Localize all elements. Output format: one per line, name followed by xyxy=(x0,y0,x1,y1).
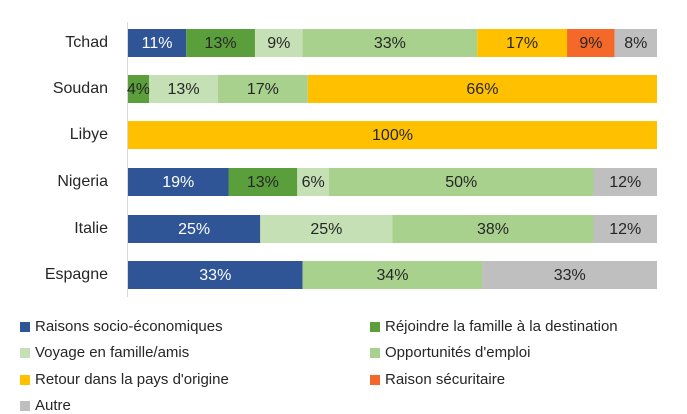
value-label: 12% xyxy=(609,174,641,191)
bar-segment xyxy=(482,261,657,289)
category-label: Tchad xyxy=(65,34,108,51)
legend-label: Autre xyxy=(35,397,71,414)
value-label: 6% xyxy=(302,174,325,191)
value-label: 13% xyxy=(247,174,279,191)
legend-swatch xyxy=(370,375,380,385)
value-label: 12% xyxy=(609,221,641,238)
bar-segment xyxy=(254,29,303,57)
bar-segment xyxy=(128,29,187,57)
value-label: 25% xyxy=(310,221,342,238)
legend-swatch xyxy=(20,322,30,332)
value-label: 33% xyxy=(554,267,586,284)
value-label: 33% xyxy=(199,267,231,284)
value-label: 13% xyxy=(205,35,237,52)
bar-segment xyxy=(567,29,615,57)
value-label: 17% xyxy=(247,81,279,98)
legend-label: Opportunités d'emploi xyxy=(385,344,530,361)
value-label: 4% xyxy=(127,81,150,98)
category-label: Nigeria xyxy=(57,173,108,190)
bar-segment xyxy=(329,168,594,196)
legend-label: Réjoindre la famille à la destination xyxy=(385,318,618,335)
bar-segment xyxy=(260,215,393,243)
bar-segment xyxy=(593,215,657,243)
value-label: 50% xyxy=(445,174,477,191)
bar-segment xyxy=(297,168,330,196)
value-label: 19% xyxy=(162,174,194,191)
value-label: 25% xyxy=(178,221,210,238)
value-label: 38% xyxy=(477,221,509,238)
bar-segment xyxy=(392,215,594,243)
value-label: 100% xyxy=(372,127,413,144)
bar-segment xyxy=(128,261,303,289)
bar-segment xyxy=(128,215,261,243)
bar-segment xyxy=(477,29,568,57)
bar-segment xyxy=(593,168,657,196)
bar-segment xyxy=(149,75,218,103)
value-label: 34% xyxy=(376,267,408,284)
value-label: 33% xyxy=(374,35,406,52)
category-label: Libye xyxy=(70,126,108,143)
bar-segment xyxy=(302,261,483,289)
legend-swatch xyxy=(20,348,30,358)
legend-swatch xyxy=(370,348,380,358)
bar-segment xyxy=(228,168,298,196)
value-label: 17% xyxy=(506,35,538,52)
bar-segment xyxy=(217,75,308,103)
bar-segment xyxy=(614,29,657,57)
bar-segment xyxy=(307,75,657,103)
category-label: Soudan xyxy=(53,80,108,97)
bar-segment xyxy=(186,29,255,57)
legend-label: Retour dans la pays d'origine xyxy=(35,371,229,388)
legend-swatch xyxy=(20,375,30,385)
value-label: 9% xyxy=(579,35,602,52)
bar-segment xyxy=(302,29,478,57)
value-label: 66% xyxy=(466,81,498,98)
legend-label: Voyage en famille/amis xyxy=(35,344,189,361)
legend-swatch xyxy=(370,322,380,332)
category-label: Italie xyxy=(74,220,108,237)
bar-segment xyxy=(128,168,229,196)
value-label: 11% xyxy=(142,35,173,52)
bar-segment xyxy=(128,121,657,149)
value-label: 13% xyxy=(168,81,200,98)
category-label: Espagne xyxy=(45,266,108,283)
value-label: 8% xyxy=(624,35,647,52)
legend-label: Raisons socio-économiques xyxy=(35,318,223,335)
value-label: 9% xyxy=(267,35,290,52)
legend-swatch xyxy=(20,401,30,411)
legend-label: Raison sécuritaire xyxy=(385,371,505,388)
bar-segment xyxy=(128,75,150,103)
